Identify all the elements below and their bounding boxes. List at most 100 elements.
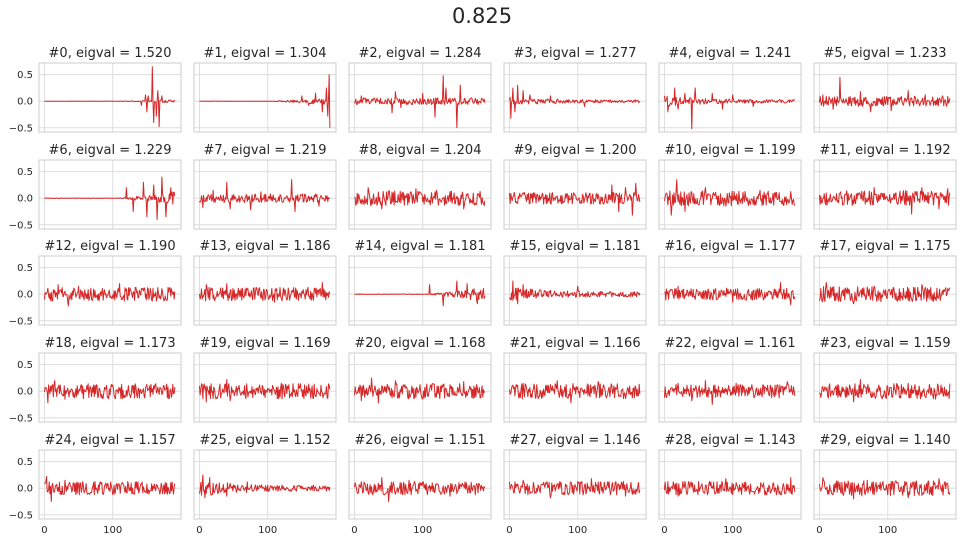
subplot-0: #0, eigval = 1.520 0.5 0.0 −0.5: [9, 46, 182, 134]
axes-frame: [38, 255, 182, 326]
subplot-16: #16, eigval = 1.177: [658, 239, 802, 326]
subplot-title: #13, eigval = 1.186: [199, 239, 330, 254]
axes-frame: [503, 255, 647, 326]
subplot-14: #14, eigval = 1.181: [348, 239, 492, 326]
subplot-18: #18, eigval = 1.173 0.5 0.0 −0.5: [9, 336, 182, 424]
subplot-title: #22, eigval = 1.161: [664, 336, 795, 351]
subplot-11: #11, eigval = 1.192: [813, 143, 957, 230]
y-tick-label: −0.5: [9, 413, 33, 424]
axes-frame: [193, 449, 337, 520]
y-tick-label: −0.5: [9, 510, 33, 521]
x-tick-label: 100: [878, 525, 897, 536]
x-tick-label: 0: [506, 525, 512, 536]
axes-frame: [193, 159, 337, 230]
axes-frame: [503, 449, 647, 520]
eigenvector-line: [818, 76, 951, 113]
subplot-title: #18, eigval = 1.173: [44, 336, 175, 351]
y-tick-label: 0.0: [17, 484, 33, 495]
subplot-title: #20, eigval = 1.168: [354, 336, 485, 351]
eigenvector-line: [353, 477, 486, 502]
subplot-title: #14, eigval = 1.181: [354, 239, 485, 254]
axes-frame: [193, 255, 337, 326]
eigenvector-line: [664, 282, 796, 306]
eigenvector-line: [198, 474, 331, 499]
subplot-26: #26, eigval = 1.151 0 100: [348, 433, 492, 536]
eigenvector-line: [663, 179, 796, 216]
axes-frame: [813, 62, 957, 133]
axes-frame: [348, 62, 492, 133]
axes-frame: [348, 352, 492, 423]
y-tick-label: 0.5: [17, 360, 33, 371]
subplot-title: #17, eigval = 1.175: [819, 239, 950, 254]
x-tick-label: 100: [568, 525, 587, 536]
axes-frame: [503, 159, 647, 230]
axes-frame: [348, 255, 492, 326]
subplot-title: #11, eigval = 1.192: [819, 143, 950, 158]
eigenvector-line: [353, 377, 486, 404]
y-tick-label: 0.5: [17, 70, 33, 81]
subplot-title: #26, eigval = 1.151: [354, 433, 485, 448]
subplot-8: #8, eigval = 1.204: [348, 143, 492, 230]
y-tick-label: 0.5: [17, 457, 33, 468]
axes-frame: [813, 352, 957, 423]
axes-frame: [38, 159, 182, 230]
x-tick-label: 0: [41, 525, 47, 536]
eigenvector-line: [508, 478, 641, 499]
y-tick-label: −0.5: [9, 123, 33, 134]
eigenvector-line: [354, 280, 486, 307]
x-tick-label: 0: [661, 525, 667, 536]
subplot-24: #24, eigval = 1.157 0.5 0.0 −0.5 0 100: [9, 433, 182, 536]
eigenvector-line: [198, 282, 331, 303]
subplot-title: #2, eigval = 1.284: [359, 46, 482, 61]
eigenvector-line: [44, 66, 176, 128]
eigenvector-line: [44, 176, 176, 220]
subplot-title: #0, eigval = 1.520: [49, 46, 172, 61]
subplot-29: #29, eigval = 1.140 0 100: [813, 433, 957, 536]
y-tick-label: −0.5: [9, 316, 33, 327]
subplot-title: #27, eigval = 1.146: [509, 433, 640, 448]
subplot-title: #16, eigval = 1.177: [664, 239, 795, 254]
x-tick-label: 100: [413, 525, 432, 536]
subplot-1: #1, eigval = 1.304: [193, 46, 337, 133]
subplot-25: #25, eigval = 1.152 0 100: [193, 433, 337, 536]
eigenvector-line: [663, 87, 796, 130]
subplot-title: #15, eigval = 1.181: [509, 239, 640, 254]
axes-frame: [813, 159, 957, 230]
subplot-title: #23, eigval = 1.159: [819, 336, 950, 351]
subplot-title: #7, eigval = 1.219: [204, 143, 327, 158]
x-tick-label: 0: [816, 525, 822, 536]
subplot-13: #13, eigval = 1.186: [193, 239, 337, 326]
subplot-title: #10, eigval = 1.199: [664, 143, 795, 158]
subplot-12: #12, eigval = 1.190 0.5 0.0 −0.5: [9, 239, 182, 327]
eigenvector-line: [354, 187, 486, 210]
eigenvector-line: [818, 477, 951, 500]
eigenvector-line: [508, 380, 641, 404]
axes-frame: [813, 255, 957, 326]
subplot-28: #28, eigval = 1.143 0 100: [658, 433, 802, 536]
axes-frame: [38, 352, 182, 423]
eigenvector-line: [198, 379, 331, 403]
subplot-title: #29, eigval = 1.140: [819, 433, 950, 448]
subplot-2: #2, eigval = 1.284: [348, 46, 492, 133]
panel-grid: #0, eigval = 1.520 0.5 0.0 −0.5 #1, eigval =…: [9, 46, 957, 536]
subplot-22: #22, eigval = 1.161: [658, 336, 802, 423]
subplot-title: #28, eigval = 1.143: [664, 433, 795, 448]
subplot-27: #27, eigval = 1.146 0 100: [503, 433, 647, 536]
eigenvector-line: [43, 283, 176, 307]
figure-suptitle: 0.825: [452, 4, 512, 28]
subplot-19: #19, eigval = 1.169: [193, 336, 337, 423]
axes-frame: [658, 449, 802, 520]
x-tick-label: 0: [196, 525, 202, 536]
axes-frame: [38, 62, 182, 133]
subplot-7: #7, eigval = 1.219: [193, 143, 337, 230]
axes-frame: [658, 255, 802, 326]
eigenvector-line: [818, 187, 951, 215]
subplot-title: #25, eigval = 1.152: [199, 433, 330, 448]
axes-frame: [658, 159, 802, 230]
subplot-23: #23, eigval = 1.159: [813, 336, 957, 423]
subplot-title: #6, eigval = 1.229: [49, 143, 172, 158]
subplot-4: #4, eigval = 1.241: [658, 46, 802, 133]
eigenvector-line: [818, 282, 951, 305]
axes-frame: [658, 352, 802, 423]
subplot-title: #4, eigval = 1.241: [669, 46, 792, 61]
